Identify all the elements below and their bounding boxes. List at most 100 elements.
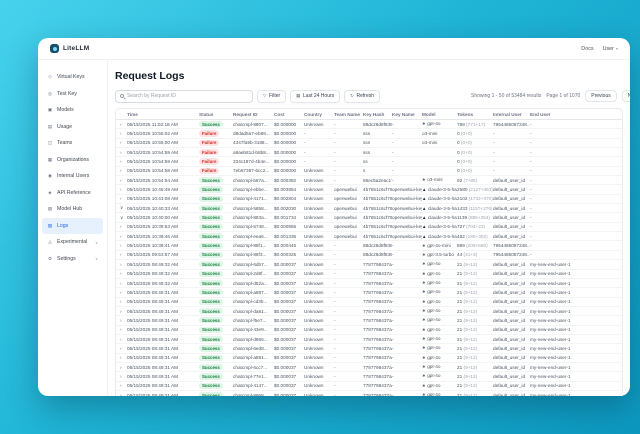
user-menu[interactable]: User ▾ [603,46,618,52]
table-row[interactable]: › 05/15/2025 10:39:46 AM Success chatcmpl-e… [116,232,622,242]
chevron-right-icon[interactable]: › [120,243,122,249]
cell-country: Unknown [304,233,324,239]
table-row[interactable]: ∨ 05/15/2025 10:40:33 AM Success chatcmpl-5… [116,204,622,214]
chevron-right-icon[interactable]: › [120,140,122,146]
table-row[interactable]: › 05/15/2025 10:45:49 AM Success chatcmpl-e… [116,185,622,195]
sidebar-item-api-reference[interactable]: ◈ API Reference [42,185,103,202]
table-row[interactable]: › 05/15/2025 08:49:31 AM Success chatcmpl-6… [116,363,622,373]
chevron-right-icon[interactable]: › [120,187,122,193]
chevron-right-icon[interactable]: › [120,131,122,137]
search-box[interactable] [115,89,253,103]
time-range-button[interactable]: ▦ Last 24 Hours [290,89,341,103]
sidebar-item-internal-users[interactable]: ◉ Internal Users [42,168,103,185]
chevron-down-icon[interactable]: ∨ [120,214,124,220]
next-page-button[interactable]: Next [621,90,630,102]
table-row[interactable]: › 05/15/2025 08:49:31 AM Success chatcmpl-6… [116,344,622,354]
chevron-right-icon[interactable]: › [120,392,122,396]
table-row[interactable]: › 05/15/2025 08:49:31 AM Success chatcmpl-d… [116,335,622,345]
token-total: 21 [457,364,464,370]
sidebar-item-organizations[interactable]: ▦ Organizations [42,152,103,169]
table-row[interactable]: › 05/15/2025 10:39:53 AM Success chatcmpl-5… [116,223,622,233]
sidebar-item-usage[interactable]: ▤ Usage [42,119,103,136]
chevron-right-icon[interactable]: › [120,327,122,333]
chevron-right-icon[interactable]: › [120,196,122,202]
table-row[interactable]: › 05/15/2025 08:49:32 AM Success chatcmpl-2… [116,270,622,279]
chevron-down-icon[interactable]: ∨ [120,205,124,211]
table-row[interactable]: › 05/15/2025 10:55:02 AM Failure d8dad5a7-e… [116,129,622,139]
sidebar-item-experimental[interactable]: ◬ Experimental ∨ [42,234,103,251]
cell-internal-user: default_user_id [493,205,526,211]
chevron-right-icon[interactable]: › [120,355,122,361]
chevron-right-icon[interactable]: › [120,383,122,389]
chevron-right-icon[interactable]: › [120,224,122,230]
chevron-right-icon[interactable]: › [120,289,122,295]
chevron-right-icon[interactable]: › [120,345,122,351]
table-row[interactable]: › 05/15/2025 10:54:54 AM Success chatcmpl-b… [116,176,622,186]
cell-request-id: a9aeb81d-b8b8... [233,149,270,155]
chevron-right-icon[interactable]: › [120,373,122,379]
table-row[interactable]: › 05/15/2025 11:02:18 AM Success chatcmpl-8… [116,120,622,130]
table-row[interactable]: › 05/15/2025 10:54:58 AM Failure 7eb67387-6… [116,167,622,177]
table-row[interactable]: › 05/15/2025 08:49:32 AM Success chatcmpl-6… [116,260,622,270]
previous-page-button[interactable]: Previous [585,90,617,102]
sidebar-item-virtual-keys[interactable]: ◇ Virtual Keys [42,69,103,86]
chevron-right-icon[interactable]: › [120,299,122,305]
table-row[interactable]: › 05/15/2025 10:54:59 AM Failure a9aeb81d-b… [116,148,622,158]
search-input[interactable] [127,93,248,99]
table-row[interactable]: › 05/15/2025 08:49:31 AM Success chatcmpl-d… [116,307,622,317]
cell-model: ∗ gpt-4o [422,280,457,286]
chevron-right-icon[interactable]: › [120,280,122,286]
chevron-right-icon[interactable]: › [120,159,122,165]
refresh-button[interactable]: ↻ Refresh [344,89,381,103]
chevron-right-icon[interactable]: › [120,308,122,314]
cell-tokens: 92 (7+85) [457,178,493,183]
table-row[interactable]: › 05/15/2025 08:49:32 AM Success chatcmpl-d… [116,279,622,289]
sidebar-item-models[interactable]: ▣ Models [42,102,103,119]
chevron-right-icon[interactable]: › [120,177,122,183]
filter-button[interactable]: ▽ Filter [257,89,287,103]
table-row[interactable]: › 05/15/2025 08:49:31 AM Success chatcmpl-a… [116,288,622,298]
chevron-right-icon[interactable]: › [120,261,122,267]
sidebar-item-teams[interactable]: ◫ Teams [42,135,103,152]
sidebar-item-settings[interactable]: ⚙ Settings ∨ [42,251,103,268]
table-row[interactable]: › 05/15/2025 10:38:41 AM Success chatcmpl-8… [116,241,622,251]
table-row[interactable]: › 05/15/2025 08:49:31 AM Success chatcmpl-c… [116,298,622,307]
table-row[interactable]: › 05/15/2025 08:49:31 AM Success chatcmpl-8… [116,391,622,396]
model-name: claude-3-5-hai... [427,187,457,193]
chevron-right-icon[interactable]: › [120,271,122,277]
chevron-right-icon[interactable]: › [120,168,122,174]
status-badge: Success [199,177,223,184]
sidebar-item-test-key[interactable]: ◎ Test Key [42,86,103,103]
cell-cost: $0.000037 [274,336,297,342]
sidebar-item-model-hub[interactable]: ▧ Model Hub [42,201,103,218]
table-row[interactable]: › 05/15/2025 08:49:31 AM Success chatcmpl-7… [116,372,622,382]
sidebar-item-logs[interactable]: ▨ Logs [42,217,103,234]
chevron-right-icon[interactable]: › [120,317,122,323]
table-row[interactable]: › 05/15/2025 10:43:08 AM Success chatcmpl-4… [116,195,622,205]
cell-cost: $0.000037 [274,308,297,314]
cell-model: ∗ gpt-3.5-turbo [422,252,457,258]
sidebar-item-label: Teams [57,140,73,147]
table-row[interactable]: › 05/15/2025 08:49:31 AM Success chatcmpl-f… [116,316,622,326]
model-name: gpt-4o-mini [427,242,451,248]
token-total: 21 [457,308,464,314]
chevron-right-icon[interactable]: › [120,336,122,342]
chevron-right-icon[interactable]: › [120,149,122,155]
chevron-right-icon[interactable]: › [120,252,122,258]
table-row[interactable]: › 05/15/2025 10:55:00 AM Failure 4347fa9b-3… [116,139,622,149]
table-row[interactable]: › 05/15/2025 08:49:31 AM Success chatcmpl-a… [116,354,622,363]
cell-key-name: - [392,327,394,333]
table-row[interactable]: › 05/15/2025 10:54:59 AM Failure 334c187d-4… [116,157,622,167]
table-row[interactable]: › 05/15/2025 08:49:31 AM Success chatcmpl-4… [116,326,622,335]
openai-icon: ∗ [422,336,426,342]
docs-link[interactable]: Docs [581,45,594,52]
table-row[interactable]: › 05/15/2025 09:53:57 AM Success chatcmpl-8… [116,251,622,261]
chevron-right-icon[interactable]: › [120,364,122,370]
status-badge: Success [199,364,223,371]
chevron-right-icon[interactable]: › [120,121,122,127]
chevron-right-icon[interactable]: › [120,233,122,239]
cell-model: ∗ gpt-4o-mini [422,243,457,249]
cell-key-name: - [392,271,394,277]
table-row[interactable]: › 05/15/2025 08:49:31 AM Success chatcmpl-4… [116,382,622,391]
table-row[interactable]: ∨ 05/15/2025 10:40:00 AM Success chatcmpl-8… [116,213,622,223]
